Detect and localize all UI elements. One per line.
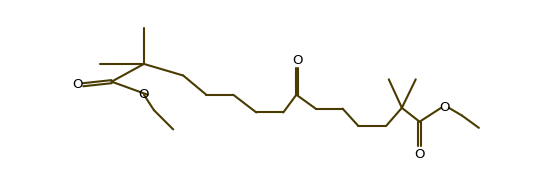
- Text: O: O: [414, 148, 425, 161]
- Text: O: O: [293, 54, 303, 67]
- Text: O: O: [138, 88, 149, 101]
- Text: O: O: [440, 101, 450, 114]
- Text: O: O: [72, 78, 83, 91]
